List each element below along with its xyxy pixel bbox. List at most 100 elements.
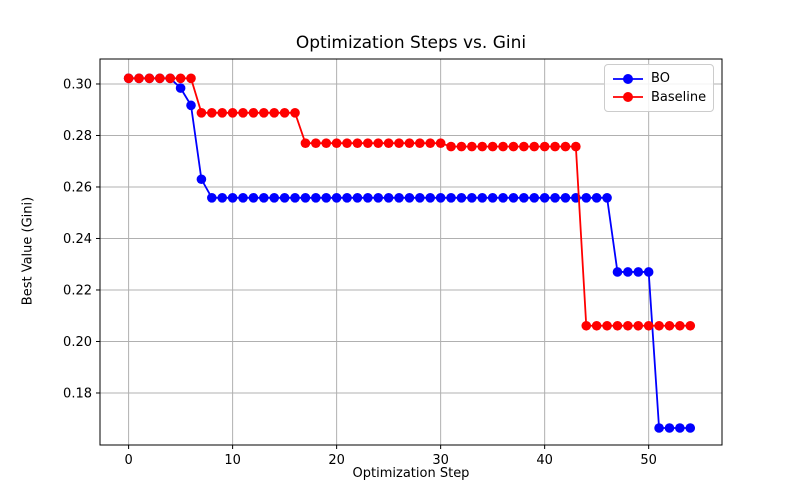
data-point-marker [581,192,592,203]
data-point-marker [664,320,675,331]
data-point-marker [363,138,373,149]
data-point-marker [602,192,612,203]
data-point-marker [550,141,560,152]
data-point-marker [311,138,321,149]
data-point-marker [571,141,581,152]
legend-label: Baseline [651,89,707,105]
data-point-marker [196,174,207,185]
y-tick-label: 0.24 [63,232,92,247]
data-point-marker [394,192,404,203]
data-point-marker [165,73,176,84]
data-point-marker [300,138,311,149]
data-point-marker [498,141,508,152]
data-point-marker [529,141,540,152]
data-point-marker [279,108,290,118]
data-point-marker [248,192,259,203]
data-point-marker [664,423,675,433]
data-point-marker [685,423,696,433]
data-point-marker [321,138,332,149]
data-point-marker [415,138,425,149]
y-tick-label: 0.18 [63,386,92,401]
data-point-marker [685,320,696,331]
x-axis-label: Optimization Step [352,466,470,481]
data-point-marker [519,141,529,152]
data-point-marker [227,192,238,203]
data-point-marker [238,192,248,203]
data-point-marker [591,320,602,331]
data-point-marker [519,192,529,203]
data-point-marker [331,138,342,149]
data-point-marker [560,192,571,203]
data-point-marker [207,108,217,118]
data-point-marker [560,141,571,152]
x-axis-ticks: 0 10 20 30 40 50 [124,445,657,468]
data-point-marker [508,192,519,203]
data-point-marker [477,141,488,152]
data-point-marker [654,320,664,331]
data-point-marker [591,192,602,203]
x-tick-label: 20 [328,453,345,468]
data-point-marker [467,141,477,152]
legend-label: BO [651,71,670,87]
data-point-marker [383,192,394,203]
data-point-marker [217,192,228,203]
data-point-marker [623,267,633,277]
data-point-marker [654,423,664,433]
data-point-marker [446,192,456,203]
data-point-marker [196,108,207,118]
data-point-marker [186,73,196,84]
data-point-marker [643,267,654,277]
data-point-marker [446,141,456,152]
legend-item-baseline: Baseline [612,91,706,104]
data-point-marker [352,192,363,203]
data-point-marker [207,192,217,203]
series-bo [123,73,696,433]
data-point-marker [425,192,436,203]
data-point-marker [259,192,269,203]
data-point-marker [456,192,467,203]
chart-title: Optimization Steps vs. Gini [295,33,527,53]
data-point-marker [352,138,363,149]
data-point-marker [612,267,623,277]
data-point-marker [134,73,144,84]
legend-item-bo: BO [612,72,706,85]
data-point-marker [487,141,498,152]
y-tick-label: 0.30 [63,77,92,92]
data-point-marker [435,138,446,149]
data-point-marker [331,192,342,203]
data-point-marker [404,138,415,149]
data-point-marker [508,141,519,152]
x-tick-label: 0 [124,453,132,468]
data-point-marker [248,108,259,118]
data-point-marker [425,138,436,149]
data-point-marker [467,192,477,203]
plot-border [99,58,723,446]
data-point-marker [602,320,612,331]
series-line [128,77,691,429]
x-tick-label: 30 [432,453,449,468]
data-point-marker [394,138,404,149]
data-point-marker [415,192,425,203]
legend-marker-icon [613,73,643,84]
y-axis-label: Best Value (Gini) [20,196,36,306]
data-point-marker [123,73,134,84]
data-point-marker [539,141,550,152]
data-point-marker [321,192,332,203]
data-point-marker [238,108,248,118]
data-point-marker [155,73,165,84]
y-tick-label: 0.26 [63,180,92,195]
data-point-marker [186,100,196,111]
series-baseline [123,73,696,331]
data-point-marker [279,192,290,203]
data-point-marker [633,320,644,331]
data-point-marker [581,320,592,331]
data-point-marker [175,73,186,84]
data-point-marker [269,108,280,118]
data-point-marker [623,320,633,331]
data-point-marker [175,83,186,93]
x-tick-label: 10 [224,453,241,468]
data-point-marker [456,141,467,152]
y-tick-label: 0.28 [63,129,92,144]
data-point-marker [342,138,352,149]
